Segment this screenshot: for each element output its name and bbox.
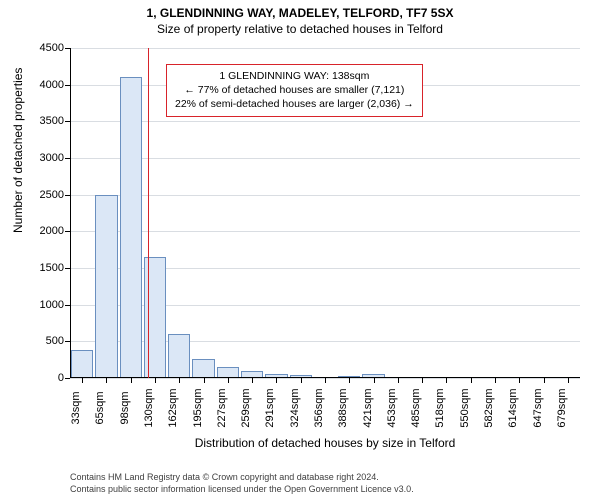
- callout-line: ← 77% of detached houses are smaller (7,…: [175, 83, 414, 97]
- y-axis-label: Number of detached properties: [11, 193, 25, 233]
- y-tick-label: 1000: [40, 299, 70, 311]
- grid-line: [70, 231, 580, 232]
- x-tick: [398, 378, 399, 383]
- x-axis-label: Distribution of detached houses by size …: [70, 436, 580, 450]
- x-tick-label: 356sqm: [307, 388, 325, 427]
- x-tick-label: 647sqm: [526, 388, 544, 427]
- y-tick-label: 500: [46, 335, 70, 347]
- x-tick: [446, 378, 447, 383]
- x-tick-label: 195sqm: [186, 388, 204, 427]
- chart-title-2: Size of property relative to detached ho…: [0, 22, 600, 36]
- grid-line: [70, 48, 580, 49]
- bar: [192, 359, 214, 378]
- x-tick: [276, 378, 277, 383]
- grid-line: [70, 195, 580, 196]
- callout-box: 1 GLENDINNING WAY: 138sqm← 77% of detach…: [166, 64, 423, 117]
- x-tick-label: 162sqm: [161, 388, 179, 427]
- grid-line: [70, 121, 580, 122]
- x-tick-label: 130sqm: [137, 388, 155, 427]
- x-tick: [374, 378, 375, 383]
- x-tick-label: 259sqm: [234, 388, 252, 427]
- reference-line: [148, 48, 149, 378]
- chart-container: 1, GLENDINNING WAY, MADELEY, TELFORD, TF…: [0, 0, 600, 500]
- footer-line-1: Contains HM Land Registry data © Crown c…: [70, 472, 414, 484]
- y-axis: [70, 48, 71, 378]
- x-tick-label: 65sqm: [88, 391, 106, 424]
- x-tick: [155, 378, 156, 383]
- callout-line: 22% of semi-detached houses are larger (…: [175, 97, 414, 111]
- y-tick-label: 2000: [40, 225, 70, 237]
- x-tick-label: 388sqm: [331, 388, 349, 427]
- x-axis: [70, 377, 580, 378]
- bar: [168, 334, 190, 378]
- x-tick: [325, 378, 326, 383]
- x-tick: [471, 378, 472, 383]
- x-tick: [179, 378, 180, 383]
- x-tick-label: 324sqm: [283, 388, 301, 427]
- x-tick: [495, 378, 496, 383]
- x-tick: [568, 378, 569, 383]
- x-tick-label: 227sqm: [210, 388, 228, 427]
- footer-line-2: Contains public sector information licen…: [70, 484, 414, 496]
- bar: [95, 195, 117, 378]
- y-tick-label: 1500: [40, 262, 70, 274]
- x-tick: [82, 378, 83, 383]
- x-tick: [544, 378, 545, 383]
- x-tick: [301, 378, 302, 383]
- bar: [71, 350, 93, 378]
- x-tick-label: 614sqm: [501, 388, 519, 427]
- x-tick-label: 33sqm: [64, 391, 82, 424]
- callout-line: 1 GLENDINNING WAY: 138sqm: [175, 69, 414, 83]
- x-tick: [131, 378, 132, 383]
- x-tick: [422, 378, 423, 383]
- x-tick: [204, 378, 205, 383]
- plot-area: 05001000150020002500300035004000450033sq…: [70, 48, 580, 378]
- y-tick-label: 4500: [40, 42, 70, 54]
- x-tick-label: 485sqm: [404, 388, 422, 427]
- x-tick: [519, 378, 520, 383]
- x-tick-label: 582sqm: [477, 388, 495, 427]
- x-tick-label: 679sqm: [550, 388, 568, 427]
- bar: [120, 77, 142, 378]
- y-tick-label: 2500: [40, 189, 70, 201]
- x-tick: [228, 378, 229, 383]
- y-tick-label: 4000: [40, 79, 70, 91]
- footer-text: Contains HM Land Registry data © Crown c…: [70, 472, 414, 495]
- x-tick-label: 98sqm: [113, 391, 131, 424]
- chart-title-1: 1, GLENDINNING WAY, MADELEY, TELFORD, TF…: [0, 6, 600, 20]
- y-tick-label: 3500: [40, 115, 70, 127]
- x-tick-label: 291sqm: [258, 388, 276, 427]
- y-tick-label: 3000: [40, 152, 70, 164]
- x-tick: [349, 378, 350, 383]
- x-tick-label: 550sqm: [453, 388, 471, 427]
- y-tick-label: 0: [58, 372, 70, 384]
- grid-line: [70, 158, 580, 159]
- x-tick: [252, 378, 253, 383]
- x-tick: [106, 378, 107, 383]
- x-tick-label: 421sqm: [356, 388, 374, 427]
- x-tick-label: 453sqm: [380, 388, 398, 427]
- x-tick-label: 518sqm: [428, 388, 446, 427]
